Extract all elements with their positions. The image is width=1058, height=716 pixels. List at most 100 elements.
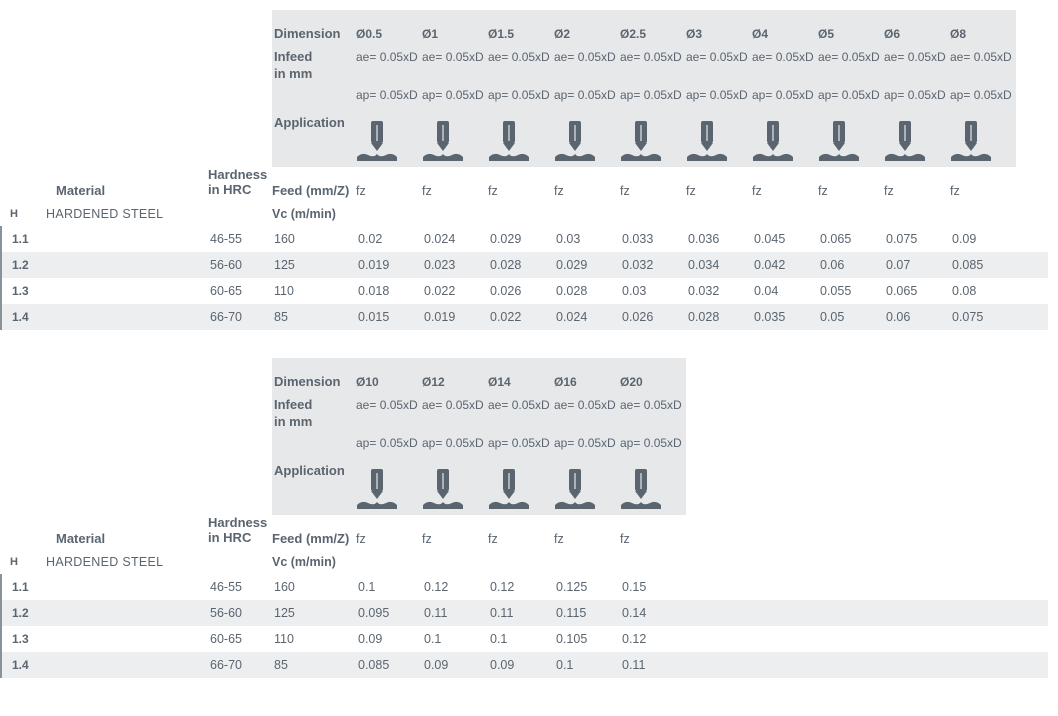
infeed-ae: ae= 0.05xD xyxy=(488,49,554,65)
infeed-ap: ap= 0.05xD xyxy=(686,87,752,103)
diameter-header: Ø0.5 xyxy=(356,26,422,42)
feed-value: 0.065 xyxy=(886,284,952,298)
feed-value: 0.09 xyxy=(490,658,556,672)
hardness-header: Hardnessin HRC xyxy=(208,167,272,198)
feed-value: 0.11 xyxy=(424,606,490,620)
feed-value: 0.075 xyxy=(886,232,952,246)
row-hardness: 66-70 xyxy=(210,310,274,324)
application-icon xyxy=(422,119,464,161)
feed-value: 0.06 xyxy=(886,310,952,324)
diameter-header: Ø20 xyxy=(620,374,686,390)
feed-value: 0.028 xyxy=(556,284,622,298)
infeed-ae: ae= 0.05xD xyxy=(686,49,752,65)
infeed-ap: ap= 0.05xD xyxy=(752,87,818,103)
feed-value: 0.085 xyxy=(358,658,424,672)
application-cell xyxy=(554,463,620,509)
table-row: 1.2 56-60 125 0.0190.0230.0280.0290.0320… xyxy=(0,252,1048,278)
header-panel: Dimension Ø10Ø12Ø14Ø16Ø20 Infeedin mm ae… xyxy=(272,358,686,515)
fz-header: fz xyxy=(884,184,950,198)
infeed-ap: ap= 0.05xD xyxy=(950,87,1016,103)
feed-value: 0.029 xyxy=(490,232,556,246)
infeed-ae: ae= 0.05xD xyxy=(422,397,488,413)
infeed-ap: ap= 0.05xD xyxy=(356,435,422,451)
row-code: 1.2 xyxy=(2,258,48,272)
application-cell xyxy=(356,115,422,161)
fz-header: fz xyxy=(422,532,488,546)
feed-value: 0.029 xyxy=(556,258,622,272)
hardness-header: Hardnessin HRC xyxy=(208,515,272,546)
infeed-ae: ae= 0.05xD xyxy=(554,397,620,413)
application-cell xyxy=(752,115,818,161)
infeed-ap: ap= 0.05xD xyxy=(884,87,950,103)
row-vc: 85 xyxy=(274,310,358,324)
table-row: 1.1 46-55 160 0.020.0240.0290.030.0330.0… xyxy=(0,226,1048,252)
application-icon xyxy=(752,119,794,161)
row-code: 1.3 xyxy=(2,284,48,298)
feed-value: 0.03 xyxy=(556,232,622,246)
feed-value: 0.14 xyxy=(622,606,688,620)
infeed-ap: ap= 0.05xD xyxy=(488,435,554,451)
column-header-row: Material Hardnessin HRC Feed (mm/Z) fzfz… xyxy=(0,167,1048,202)
application-cell xyxy=(620,115,686,161)
feed-value: 0.032 xyxy=(688,284,754,298)
row-code: 1.1 xyxy=(2,232,48,246)
infeed-ap: ap= 0.05xD xyxy=(488,87,554,103)
table-row: 1.4 66-70 85 0.0150.0190.0220.0240.0260.… xyxy=(0,304,1048,330)
data-bands: H HARDENED STEEL Vc (m/min) 1.1 46-55 16… xyxy=(0,202,1048,330)
fz-header: fz xyxy=(488,184,554,198)
material-header: Material xyxy=(46,183,208,198)
feed-value: 0.028 xyxy=(688,310,754,324)
feed-value: 0.033 xyxy=(622,232,688,246)
application-icon xyxy=(620,119,662,161)
row-hardness: 60-65 xyxy=(210,284,274,298)
table-row: 1.3 60-65 110 0.0180.0220.0260.0280.030.… xyxy=(0,278,1048,304)
feed-value: 0.022 xyxy=(490,310,556,324)
row-vc: 160 xyxy=(274,232,358,246)
feed-value: 0.024 xyxy=(424,232,490,246)
feed-value: 0.07 xyxy=(886,258,952,272)
diameter-header: Ø4 xyxy=(752,26,818,42)
header-panel: Dimension Ø0.5Ø1Ø1.5Ø2Ø2.5Ø3Ø4Ø5Ø6Ø8 Inf… xyxy=(272,10,1016,167)
infeed-ae: ae= 0.05xD xyxy=(620,397,686,413)
row-hardness: 66-70 xyxy=(210,658,274,672)
infeed-ae: ae= 0.05xD xyxy=(818,49,884,65)
feed-value: 0.042 xyxy=(754,258,820,272)
feed-value: 0.09 xyxy=(358,632,424,646)
infeed-ae: ae= 0.05xD xyxy=(752,49,818,65)
row-hardness: 56-60 xyxy=(210,258,274,272)
diameter-header: Ø16 xyxy=(554,374,620,390)
infeed-label: Infeedin mm xyxy=(272,49,356,83)
application-cell xyxy=(488,115,554,161)
table-row: 1.3 60-65 110 0.090.10.10.1050.12 xyxy=(0,626,1048,652)
diameter-header: Ø14 xyxy=(488,374,554,390)
fz-header: fz xyxy=(422,184,488,198)
infeed-ae: ae= 0.05xD xyxy=(356,397,422,413)
feed-value: 0.12 xyxy=(490,580,556,594)
application-icon xyxy=(356,467,398,509)
application-cell xyxy=(488,463,554,509)
diameter-header: Ø3 xyxy=(686,26,752,42)
application-icon xyxy=(554,119,596,161)
fz-header: fz xyxy=(752,184,818,198)
application-cell xyxy=(620,463,686,509)
fz-header: fz xyxy=(554,184,620,198)
feed-value: 0.1 xyxy=(490,632,556,646)
row-vc: 125 xyxy=(274,606,358,620)
fz-header: fz xyxy=(950,184,1016,198)
data-bands: H HARDENED STEEL Vc (m/min) 1.1 46-55 16… xyxy=(0,550,1048,678)
infeed-ap: ap= 0.05xD xyxy=(422,435,488,451)
cutting-data-table: Dimension Ø0.5Ø1Ø1.5Ø2Ø2.5Ø3Ø4Ø5Ø6Ø8 Inf… xyxy=(0,10,1048,330)
application-label: Application xyxy=(272,115,356,132)
feed-value: 0.03 xyxy=(622,284,688,298)
row-vc: 110 xyxy=(274,632,358,646)
dimension-label: Dimension xyxy=(272,374,356,391)
diameter-header: Ø12 xyxy=(422,374,488,390)
infeed-ap: ap= 0.05xD xyxy=(422,87,488,103)
fz-header: fz xyxy=(356,184,422,198)
feed-value: 0.09 xyxy=(952,232,1018,246)
feed-value: 0.036 xyxy=(688,232,754,246)
row-hardness: 46-55 xyxy=(210,232,274,246)
infeed-ap: ap= 0.05xD xyxy=(554,87,620,103)
infeed-ap: ap= 0.05xD xyxy=(554,435,620,451)
material-section-row: H HARDENED STEEL Vc (m/min) xyxy=(0,550,1048,574)
